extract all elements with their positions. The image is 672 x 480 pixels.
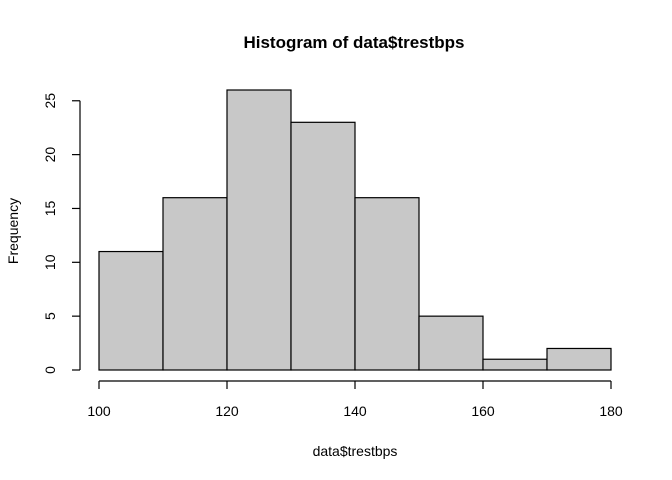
y-axis: 0 5 10 15 20 25: [42, 93, 81, 374]
histogram-bar: [482, 358, 548, 371]
y-axis-label: Frequency: [5, 198, 21, 264]
x-axis: 100 120 140 160 180: [87, 380, 623, 419]
y-tick-label: 20: [42, 147, 58, 163]
y-tick-label: 0: [42, 366, 58, 374]
y-tick-label: 5: [42, 312, 58, 320]
histogram-bar: [290, 121, 356, 371]
y-tick-label: 25: [42, 93, 58, 109]
histogram-bar: [354, 197, 420, 371]
x-tick-label: 180: [599, 403, 623, 419]
y-tick-label: 15: [42, 200, 58, 216]
histogram-bar: [162, 197, 228, 371]
histogram-bar: [418, 315, 484, 371]
x-tick-label: 160: [471, 403, 495, 419]
histogram-bar: [98, 250, 164, 371]
x-axis-label: data$trestbps: [313, 443, 398, 459]
x-tick-label: 100: [87, 403, 111, 419]
x-tick-label: 140: [343, 403, 367, 419]
histogram-bar: [546, 347, 612, 371]
chart-title: Histogram of data$trestbps: [243, 33, 464, 52]
x-tick-label: 120: [215, 403, 239, 419]
y-tick-label: 10: [42, 254, 58, 270]
histogram-bar: [226, 89, 292, 371]
bars-group: [98, 89, 612, 371]
